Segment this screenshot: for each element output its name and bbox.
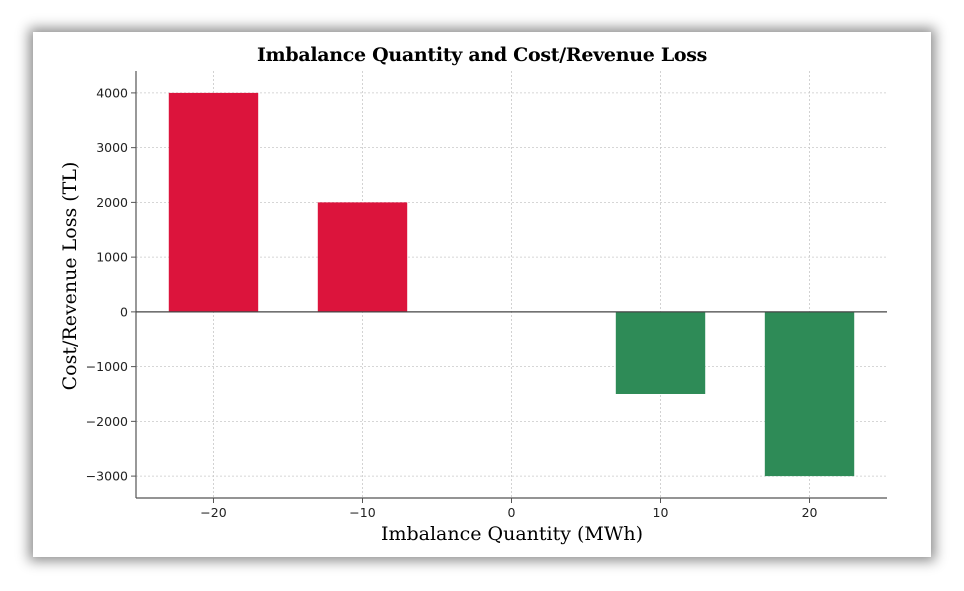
bar-neg10 xyxy=(317,202,408,312)
x-tick-label: 10 xyxy=(653,505,669,520)
bar-10 xyxy=(615,311,706,394)
y-tick-label: −1000 xyxy=(86,359,128,374)
bar-neg20 xyxy=(168,92,259,312)
y-tick-label: 0 xyxy=(120,304,128,319)
bar-20 xyxy=(764,311,855,477)
x-tick-label: −10 xyxy=(349,505,375,520)
x-tick-label: 20 xyxy=(802,505,818,520)
y-tick-label: −2000 xyxy=(86,414,128,429)
y-tick-label: 4000 xyxy=(96,85,128,100)
y-tick-label: 2000 xyxy=(96,195,128,210)
x-axis-label: Imbalance Quantity (MWh) xyxy=(381,523,643,545)
tick-layer: −3000 −2000 −1000 0 1000 2000 3000 4000 −20 −10 0 1… xyxy=(86,85,818,520)
bar-layer xyxy=(168,92,855,477)
chart-title: Imbalance Quantity and Cost/Revenue Loss xyxy=(256,44,708,66)
x-tick-label: 0 xyxy=(508,505,516,520)
x-tick-label: −20 xyxy=(200,505,226,520)
y-tick-label: −3000 xyxy=(86,469,128,484)
y-tick-label: 1000 xyxy=(96,250,128,265)
y-tick-label: 3000 xyxy=(96,140,128,155)
y-axis-label: Cost/Revenue Loss (TL) xyxy=(59,162,81,391)
